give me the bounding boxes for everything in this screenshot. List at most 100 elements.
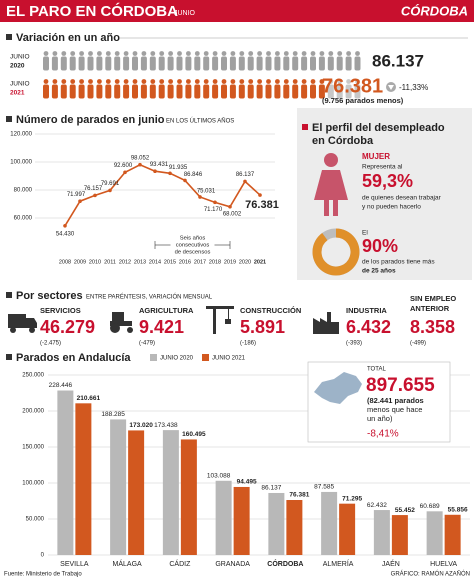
person-head [132,79,138,84]
person-head [248,79,254,84]
person-body [310,56,316,71]
x-tick-label: 2011 [104,259,116,265]
x-tick-label: 2015 [164,259,176,265]
sector-change: (-499) [410,341,426,347]
person-head [97,79,102,84]
person-head [319,79,325,84]
source: Fuente: Ministerio de Trabajo [4,572,82,578]
person-head [43,79,49,84]
person-head [70,79,76,84]
annotation: Seis años [180,236,206,242]
person-head [168,51,174,56]
value-label: 68.002 [223,211,242,217]
person-head [328,51,334,56]
andalucia-map [314,372,362,404]
sector-value: 6.432 [346,317,391,337]
y-tick-label: 60.000 [14,216,33,222]
sector-value: 9.421 [139,317,184,337]
person-head [159,79,165,84]
edad-value: 90% [362,236,398,256]
sectors: SERVICIOS 46.279 (-2.475) AGRICULTURA 9.421 (… [40,294,456,347]
mujer-text: de quienes desean trabajar [362,195,442,202]
person-body [78,84,85,99]
point [258,193,262,197]
value-label: 76.381 [245,199,279,211]
person-head [79,79,84,84]
person-head [79,51,84,56]
person-body [229,56,236,71]
person-body [354,56,361,71]
value-label: 210.661 [77,395,101,402]
person-head [230,79,236,84]
person-body [51,84,58,99]
bar [57,390,74,555]
person-head [239,51,245,56]
value-label: 160.495 [182,431,206,438]
person-head [248,51,254,56]
person-head [61,79,67,84]
x-tick-label: CÁDIZ [169,559,191,568]
point [153,169,157,173]
x-tick-label: 2018 [209,259,221,265]
person-head [123,51,129,56]
value-label: 60.689 [420,503,440,510]
value-label: 173.438 [154,422,178,429]
person-head [194,79,200,84]
x-tick-label: ALMERÍA [323,559,354,568]
point [213,200,217,205]
total-difference: (82.441 parados [367,396,424,405]
person-body [265,56,272,71]
sector-name: SERVICIOS [40,306,81,315]
profile-title: en Córdoba [312,135,374,147]
y-tick-label: 120.000 [10,132,32,138]
row-month: JUNIO [10,81,30,88]
point [78,199,82,204]
person-head [114,79,120,84]
mujer-value: 59,3% [362,171,413,191]
value-label: 86.846 [184,172,203,178]
mujer-label: MUJER [362,152,390,161]
person-head [141,79,147,84]
sector-change: (-2.475) [40,341,61,347]
bullet [6,34,12,40]
person-body [203,84,210,99]
people-icons [43,51,361,99]
person-body [149,56,156,71]
x-tick-label: SEVILLA [60,561,89,568]
value-label: 55.856 [448,507,468,514]
value-label: 103.088 [207,472,231,479]
person-body [327,56,334,71]
person-body [194,56,201,71]
person-body [132,56,138,71]
profile-title: El perfil del desempleado [312,122,445,134]
person-body [318,84,325,99]
x-tick-label: CÓRDOBA [267,559,303,568]
point [198,195,202,199]
person-body [87,56,94,71]
y-tick-label: 250.000 [22,373,44,379]
row-year: 2021 [10,90,25,97]
person-head [203,51,209,56]
person-head [310,51,316,56]
person-body [43,84,49,99]
person-body [221,56,227,71]
person-head [150,51,156,56]
person-head [177,51,182,56]
x-tick-label: GRANADA [215,561,250,568]
y-tick-label: 100.000 [10,160,32,166]
person-body [114,84,121,99]
legend-label: JUNIO 2021 [212,356,246,362]
value-label: 86.137 [261,485,281,492]
change: -11,33% [399,83,428,92]
person-head [177,79,182,84]
person-body [105,84,112,99]
value-label: 71.997 [67,192,86,198]
value-label: 98.052 [131,155,150,161]
sector-icons [8,306,339,334]
value-label: 71.170 [204,207,223,213]
bar [321,491,338,555]
person-body [354,84,361,99]
point [168,171,172,176]
person-body [185,56,192,71]
section-title: Por sectores [16,290,83,302]
